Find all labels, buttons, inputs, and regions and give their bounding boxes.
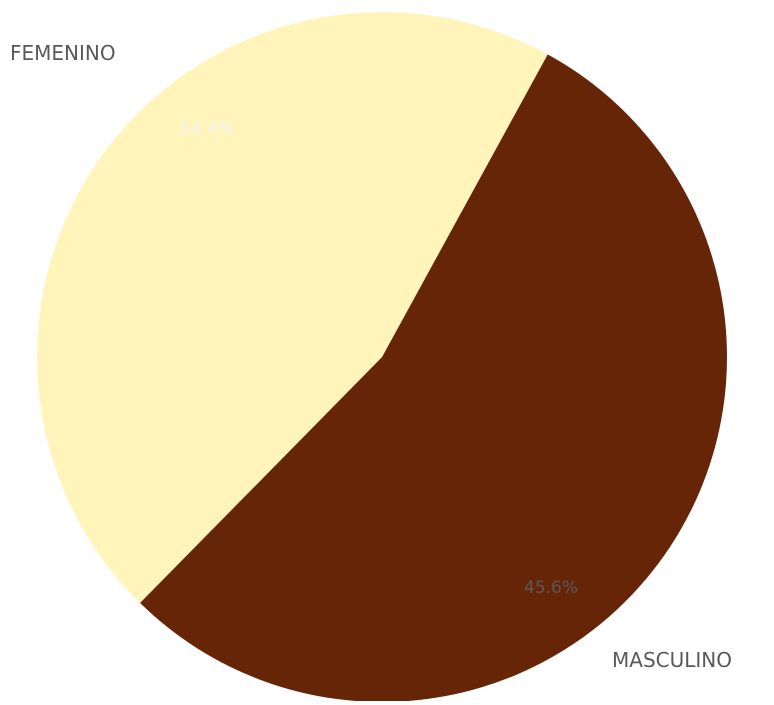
category-label-femenino: FEMENINO: [10, 41, 116, 65]
pie-slice-femenino: [140, 54, 727, 702]
category-label-masculino: MASCULINO: [612, 648, 732, 672]
pie-slice-masculino: [36, 11, 548, 603]
pie-slices: [36, 11, 727, 702]
data-label-femenino: 54.4%: [180, 119, 234, 139]
pie-labels: FEMENINO MASCULINO 54.4% 45.6%: [10, 41, 732, 672]
data-label-masculino: 45.6%: [524, 578, 578, 598]
